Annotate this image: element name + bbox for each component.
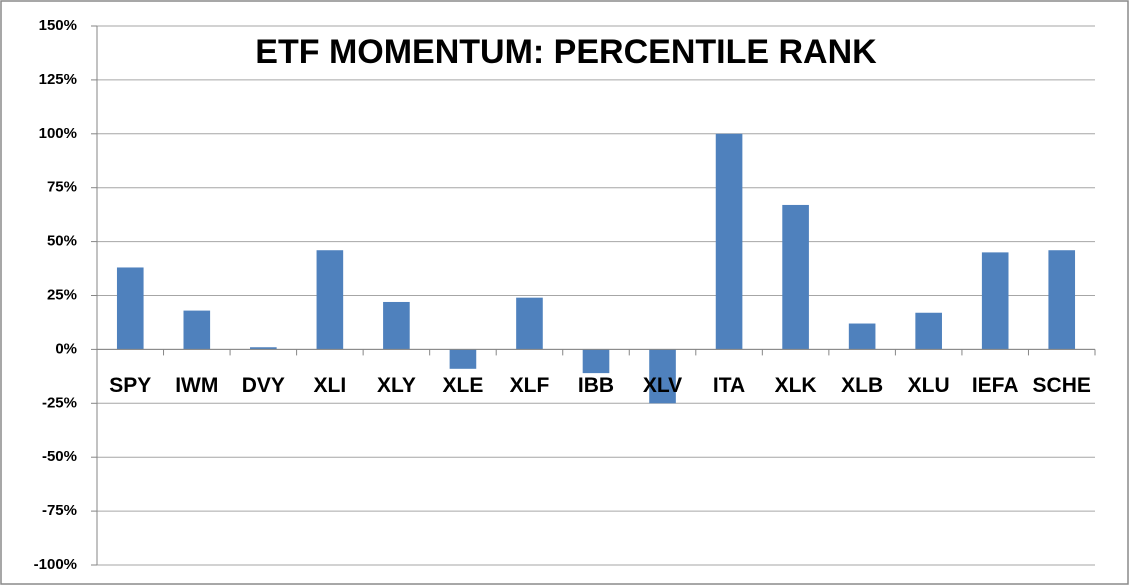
y-tick-label: 75% <box>47 179 77 196</box>
bar <box>449 349 477 369</box>
x-tick-label: XLE <box>443 374 484 397</box>
bar <box>649 349 676 404</box>
chart-title: ETF MOMENTUM: PERCENTILE RANK <box>255 33 877 71</box>
bar <box>782 204 809 350</box>
bar <box>516 297 543 350</box>
y-tick-label: -100% <box>34 556 77 573</box>
x-tick-label: IBB <box>578 374 614 397</box>
x-tick-label: ITA <box>713 374 745 397</box>
x-tick-label: XLU <box>908 374 950 397</box>
y-tick-label: 125% <box>39 71 77 88</box>
bar <box>582 349 610 374</box>
bar <box>116 267 144 350</box>
x-tick-label: IWM <box>175 374 218 397</box>
x-tick-label: XLK <box>775 374 817 397</box>
bar <box>316 250 344 350</box>
x-tick-label: XLV <box>643 374 682 397</box>
x-tick-label: XLB <box>841 374 883 397</box>
bar <box>848 323 876 350</box>
bar <box>981 252 1009 350</box>
x-tick-label: IEFA <box>972 374 1019 397</box>
x-tick-label: XLY <box>377 374 416 397</box>
bar <box>1048 250 1076 350</box>
y-tick-label: 150% <box>39 17 77 34</box>
y-tick-label: 50% <box>47 233 77 250</box>
x-tick-label: DVY <box>242 374 285 397</box>
y-tick-label: -75% <box>42 502 77 519</box>
bar <box>250 347 277 350</box>
y-tick-label: 25% <box>47 286 77 303</box>
bar <box>915 312 942 350</box>
bar <box>715 133 743 350</box>
y-tick-label: -25% <box>42 394 77 411</box>
x-tick-label: SPY <box>109 374 151 397</box>
x-tick-label: SCHE <box>1033 374 1091 397</box>
bar <box>183 310 211 350</box>
x-tick-label: XLI <box>314 374 347 397</box>
x-tick-label: XLF <box>510 374 550 397</box>
bar <box>383 301 410 350</box>
y-tick-label: 100% <box>39 125 77 142</box>
y-tick-label: 0% <box>55 340 77 357</box>
y-tick-label: -50% <box>42 448 77 465</box>
